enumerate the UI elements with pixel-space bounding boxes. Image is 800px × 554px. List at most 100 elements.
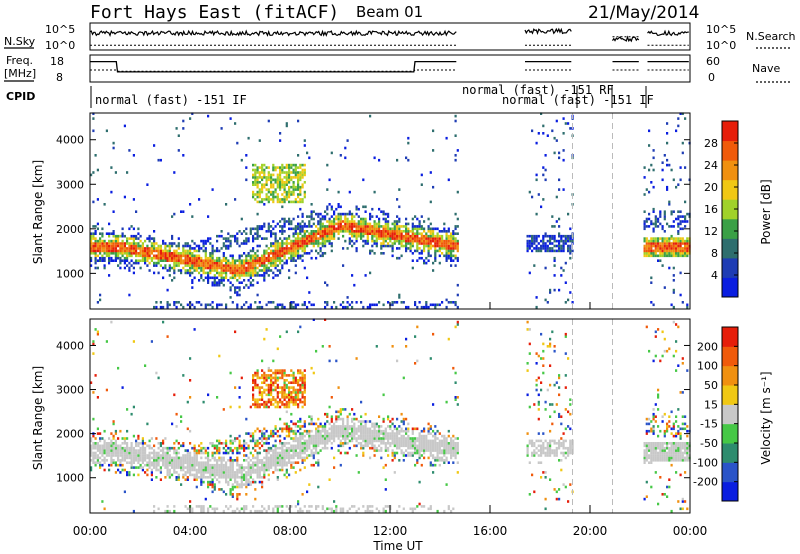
heatmap-cell [126,242,129,245]
heatmap-cell [265,449,268,452]
heatmap-cell [427,227,430,231]
heatmap-cell [175,459,178,462]
heatmap-cell [274,254,277,258]
heatmap-cell [672,242,675,245]
heatmap-cell [285,173,288,177]
heatmap-cell [137,456,140,460]
heatmap-cell [533,264,536,267]
heatmap-cell [276,303,279,307]
heatmap-cell [366,432,369,435]
heatmap-cell [216,239,219,243]
heatmap-cell [114,249,117,253]
heatmap-cell [326,188,329,191]
heatmap-cell [245,478,248,481]
heatmap-cell [99,439,102,443]
heatmap-cell [247,432,250,435]
heatmap-cell [321,242,324,245]
heatmap-cell [281,446,284,450]
heatmap-cell [339,220,342,223]
heatmap-cell [652,210,655,213]
heatmap-cell [211,478,214,481]
heatmap-cell [200,259,203,262]
heatmap-cell [166,249,169,253]
heatmap-cell [238,483,241,486]
heatmap-cell [337,444,340,448]
heatmap-cell [267,254,270,258]
heatmap-cell [337,190,340,194]
heatmap-cell [339,154,342,157]
heatmap-cell [301,442,304,445]
heatmap-cell [270,466,273,469]
heatmap-cell [209,261,212,265]
heatmap-cell [238,256,241,260]
heatmap-cell [279,171,282,174]
heatmap-cell [310,417,313,421]
heatmap-cell [542,173,545,177]
heatmap-cell [168,459,171,462]
heatmap-cell [339,427,342,431]
heatmap-cell [348,446,351,450]
heatmap-cell [303,459,306,462]
heatmap-cell [436,232,439,235]
heatmap-cell [177,466,180,469]
heatmap-cell [247,252,250,255]
heatmap-cell [148,454,151,457]
heatmap-cell [371,444,374,448]
heatmap-cell [99,232,102,235]
heatmap-cell [236,468,239,472]
heatmap-cell [256,456,259,460]
heatmap-cell [252,237,255,240]
heatmap-cell [324,509,327,513]
heatmap-cell [544,178,547,182]
heatmap-cell [153,509,156,513]
heatmap-cell [166,459,169,462]
heatmap-cell [243,259,246,262]
heatmap-cell [157,454,160,457]
heatmap-cell [276,242,279,245]
heatmap-cell [247,259,250,262]
heatmap-cell [148,256,151,260]
heatmap-cell [276,269,279,272]
heatmap-cell [177,237,180,240]
heatmap-cell [236,259,239,262]
heatmap-cell [452,230,455,233]
heatmap-cell [355,239,358,243]
heatmap-cell [398,429,401,433]
heatmap-cell [553,249,556,253]
heatmap-cell [92,446,95,450]
heatmap-cell [382,420,385,423]
heatmap-cell [362,234,365,238]
heatmap-cell [144,252,147,255]
heatmap-cell [173,449,176,452]
heatmap-cell [281,374,284,377]
heatmap-cell [279,200,282,204]
heatmap-cell [128,269,131,272]
heatmap-cell [130,461,133,464]
heatmap-cell [281,249,284,253]
heatmap-cell [265,244,268,248]
heatmap-cell [346,437,349,440]
heatmap-cell [180,415,183,418]
heatmap-cell [288,220,291,223]
heatmap-cell [555,244,558,248]
heatmap-cell [659,247,662,250]
heatmap-cell [247,264,250,267]
heatmap-cell [216,507,219,511]
heatmap-cell [225,449,228,452]
heatmap-cell [405,230,408,233]
heatmap-cell [135,247,138,250]
heatmap-cell [663,254,666,258]
heatmap-cell [229,269,232,272]
heatmap-cell [562,244,565,248]
heatmap-cell [677,210,680,213]
heatmap-cell [650,163,653,167]
heatmap-cell [447,178,450,182]
heatmap-cell [171,461,174,464]
heatmap-cell [297,446,300,450]
heatmap-cell [306,432,309,435]
heatmap-cell [384,509,387,513]
heatmap-cell [564,237,567,240]
heatmap-cell [337,386,340,389]
heatmap-cell [288,188,291,191]
heatmap-cell [429,244,432,248]
